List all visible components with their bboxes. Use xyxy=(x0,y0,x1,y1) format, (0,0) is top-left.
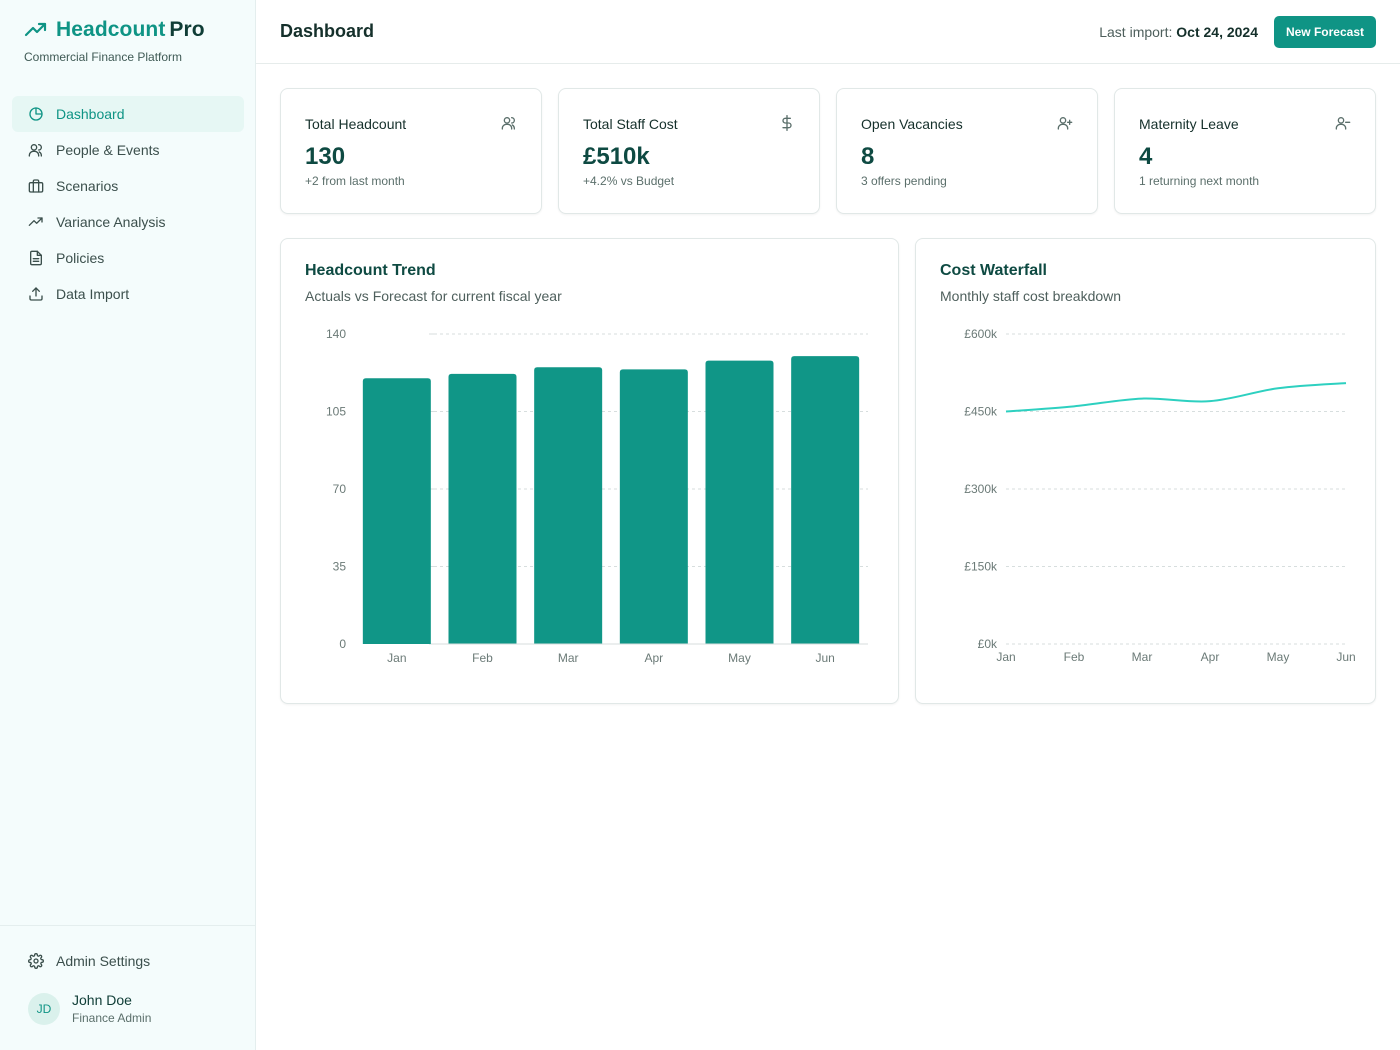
bar xyxy=(534,367,603,644)
kpi-title: Total Headcount xyxy=(305,116,407,132)
users-icon xyxy=(28,144,42,157)
kpi-subtext: 1 returning next month xyxy=(1139,174,1260,188)
user-minus-icon xyxy=(1335,117,1351,130)
last-import-date: Oct 24, 2024 xyxy=(1176,24,1258,40)
kpi-subtext: 3 offers pending xyxy=(861,174,947,188)
kpi-value: £510k xyxy=(583,143,650,170)
new-forecast-button[interactable]: New Forecast xyxy=(1273,16,1376,48)
y-tick-label: 140 xyxy=(326,327,346,341)
headcount-trend-card: 0 35 70 105 140 Jan Feb Mar Apr May Jun Headcount … xyxy=(280,238,899,704)
x-tick-label: Feb xyxy=(1064,650,1085,664)
y-tick-label: 0 xyxy=(339,637,346,651)
sidebar-item-variance-analysis[interactable]: Variance Analysis xyxy=(12,204,244,240)
y-tick-label: 70 xyxy=(333,482,347,496)
sidebar-item-label: Admin Settings xyxy=(56,953,151,969)
kpi-title: Open Vacancies xyxy=(861,116,963,132)
pie-chart-icon xyxy=(29,107,43,121)
sidebar-footer: Admin Settings JD John Doe Finance Admin xyxy=(0,925,256,1050)
y-tick-label: £150k xyxy=(964,560,998,574)
sidebar-item-label: People & Events xyxy=(56,142,160,158)
y-tick-label: £600k xyxy=(964,327,998,341)
y-tick-label: 105 xyxy=(326,405,346,419)
gear-icon xyxy=(28,953,44,969)
file-text-icon xyxy=(30,250,42,266)
cost-line-chart: £0k £150k £300k £450k £600k Jan Feb Mar Apr May Ju… xyxy=(964,327,1355,664)
user-role: Finance Admin xyxy=(72,1011,152,1025)
bar xyxy=(705,360,774,644)
sidebar-item-admin-settings[interactable]: Admin Settings xyxy=(12,943,244,979)
last-import-label: Last import: xyxy=(1099,24,1173,40)
x-tick-label: Jun xyxy=(1336,650,1355,664)
x-tick-label: Mar xyxy=(1132,650,1153,664)
bar xyxy=(448,373,517,644)
x-tick-label: Jun xyxy=(815,651,834,665)
dollar-icon xyxy=(782,115,792,131)
briefcase-icon xyxy=(28,179,44,193)
kpi-card-total-staff-cost: Total Staff Cost £510k +4.2% vs Budget xyxy=(558,88,820,214)
sidebar-item-scenarios[interactable]: Scenarios xyxy=(12,168,244,204)
bar xyxy=(791,356,860,644)
sidebar-item-label: Policies xyxy=(56,250,105,266)
sidebar-item-data-import[interactable]: Data Import xyxy=(12,276,244,312)
x-tick-label: Apr xyxy=(644,651,663,665)
y-tick-label: £0k xyxy=(978,637,998,651)
upload-icon xyxy=(29,287,43,301)
trending-up-icon xyxy=(28,217,43,226)
x-tick-label: Feb xyxy=(472,651,493,665)
brand-subtitle: Commercial Finance Platform xyxy=(24,50,183,64)
sidebar-item-people-events[interactable]: People & Events xyxy=(12,132,244,168)
bar xyxy=(362,378,431,644)
user-profile[interactable]: JD John Doe Finance Admin xyxy=(28,992,151,1025)
sidebar-item-policies[interactable]: Policies xyxy=(12,240,244,276)
chart-title: Cost Waterfall xyxy=(940,262,1047,279)
y-tick-label: £450k xyxy=(964,405,998,419)
top-header: Dashboard Last import: Oct 24, 2024 New … xyxy=(256,0,1400,64)
page-title: Dashboard xyxy=(280,21,375,41)
x-tick-label: Jan xyxy=(996,650,1015,664)
kpi-subtext: +2 from last month xyxy=(305,174,405,188)
x-tick-label: Apr xyxy=(1201,650,1220,664)
trending-up-logo-icon xyxy=(24,18,48,42)
y-tick-label: 35 xyxy=(333,560,347,574)
sidebar-item-label: Dashboard xyxy=(56,106,125,122)
bar xyxy=(619,369,688,644)
sidebar-item-label: Variance Analysis xyxy=(56,214,166,230)
brand[interactable]: Headcount Pro Commercial Finance Platform xyxy=(24,18,205,64)
x-tick-label: May xyxy=(728,651,751,665)
headcount-bar-chart: 0 35 70 105 140 Jan Feb Mar Apr May Jun xyxy=(326,327,868,665)
kpi-card-maternity-leave: Maternity Leave 4 1 returning next month xyxy=(1114,88,1376,214)
sidebar-nav: Dashboard People & Events Scenarios Vari… xyxy=(12,96,244,312)
user-name: John Doe xyxy=(72,992,132,1008)
chart-subtitle: Actuals vs Forecast for current fiscal y… xyxy=(305,288,562,304)
kpi-card-open-vacancies: Open Vacancies 8 3 offers pending xyxy=(836,88,1098,214)
kpi-subtext: +4.2% vs Budget xyxy=(583,174,675,188)
kpi-title: Total Staff Cost xyxy=(583,116,678,132)
user-plus-icon xyxy=(1057,117,1073,130)
y-tick-label: £300k xyxy=(964,482,998,496)
kpi-value: 130 xyxy=(305,143,346,170)
cost-waterfall-card: £0k £150k £300k £450k £600k Jan Feb Mar Apr May Ju… xyxy=(915,238,1376,704)
sidebar-item-dashboard[interactable]: Dashboard xyxy=(12,96,244,132)
sidebar-item-label: Data Import xyxy=(56,286,130,302)
x-tick-label: Jan xyxy=(387,651,406,665)
brand-name: Headcount Pro xyxy=(56,18,205,41)
chart-subtitle: Monthly staff cost breakdown xyxy=(940,288,1122,304)
kpi-value: 8 xyxy=(861,143,875,170)
last-import-status: Last import: Oct 24, 2024 xyxy=(1099,24,1258,40)
sidebar-item-label: Scenarios xyxy=(56,178,119,194)
chart-title: Headcount Trend xyxy=(305,262,436,279)
cost-series-line xyxy=(1005,382,1347,413)
sidebar: Headcount Pro Commercial Finance Platform… xyxy=(0,0,256,1050)
kpi-value: 4 xyxy=(1139,143,1153,170)
users-icon xyxy=(501,117,515,130)
x-tick-label: Mar xyxy=(558,651,579,665)
kpi-card-total-headcount: Total Headcount 130 +2 from last month xyxy=(280,88,542,214)
kpi-title: Maternity Leave xyxy=(1139,116,1239,132)
avatar: JD xyxy=(28,992,60,1025)
x-tick-label: May xyxy=(1267,650,1290,664)
